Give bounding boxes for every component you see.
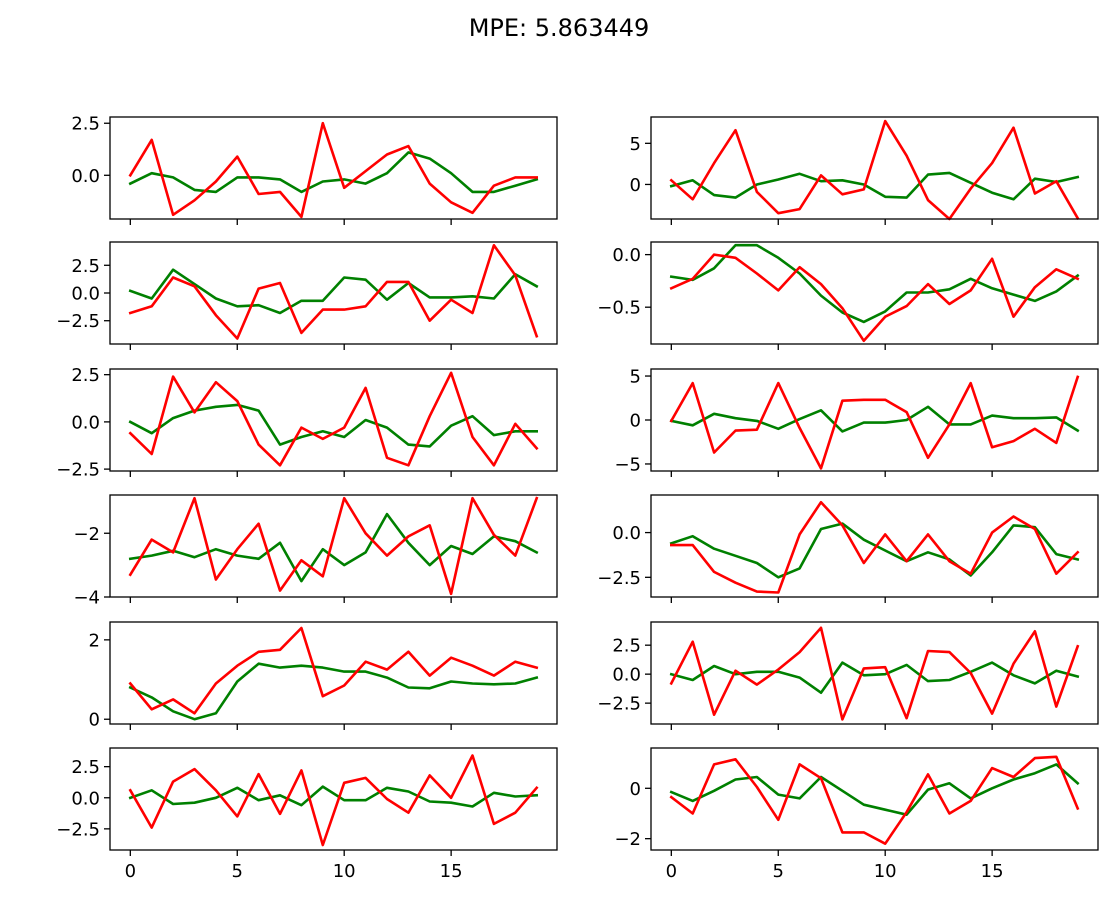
subplot-5-1: 02: [89, 621, 558, 731]
y-tick-label: 0.0: [71, 284, 100, 305]
axes-frame: [650, 747, 1099, 851]
y-tick-label: 0.0: [71, 166, 100, 187]
y-tick-label: −2.5: [597, 694, 641, 715]
series-line-2: [669, 500, 1080, 594]
y-tick-label: −2: [614, 829, 641, 850]
y-tick-label: −2.5: [56, 819, 100, 840]
axes-frame: [650, 241, 1099, 345]
axes-frame: [650, 621, 1099, 725]
series-line-2: [128, 244, 539, 340]
series-line-1: [128, 512, 539, 583]
y-tick-label: 0.0: [612, 523, 641, 544]
x-tick-label: 5: [232, 861, 243, 882]
series-line-1: [128, 785, 539, 808]
subplot-1-1: 0.0 2.5: [71, 114, 558, 225]
axes-frame: [109, 368, 558, 472]
axes-frame: [650, 368, 1099, 472]
subplot-2-1: −2.5 0.0 2.5: [56, 241, 558, 350]
y-tick-label: −2.5: [597, 568, 641, 589]
y-tick-label: −4: [73, 588, 100, 609]
series-line-2: [128, 754, 539, 847]
y-tick-label: 0.0: [612, 665, 641, 686]
x-tick-label: 15: [981, 861, 1004, 882]
y-tick-label: 2.5: [71, 757, 100, 778]
figure-title: MPE: 5.863449: [468, 14, 650, 42]
axes-frame: [109, 116, 558, 220]
series-line-2: [128, 626, 539, 715]
y-tick-label: 2.5: [71, 114, 100, 135]
subplot-6-1: 0 5 10 15 −2.5 0.0 2.5: [56, 747, 558, 882]
series-line-2: [669, 626, 1080, 721]
y-tick-label: 2.5: [71, 256, 100, 277]
x-tick-label: 5: [773, 861, 784, 882]
series-line-1: [128, 268, 539, 315]
axes-frame: [109, 747, 558, 851]
series-line-1: [128, 662, 539, 721]
y-tick-label: 0: [630, 411, 641, 432]
subplot-3-2: −5 0 5: [614, 367, 1099, 477]
series-line-1: [669, 522, 1080, 579]
y-tick-label: −2.5: [56, 460, 100, 481]
series-line-2: [128, 496, 539, 596]
series-line-2: [128, 121, 539, 219]
series-line-1: [669, 171, 1080, 201]
y-tick-label: 2.5: [612, 636, 641, 657]
x-tick-label: 15: [440, 861, 463, 882]
y-tick-label: 0: [89, 710, 100, 731]
y-tick-label: −0.5: [597, 298, 641, 319]
y-tick-label: −2: [73, 524, 100, 545]
y-tick-label: 2: [89, 630, 100, 651]
y-tick-label: 0: [630, 175, 641, 196]
series-line-1: [128, 151, 539, 194]
axes-frame: [109, 621, 558, 725]
x-tick-label: 0: [666, 861, 677, 882]
subplot-6-2: 0 5 10 15 −2 0: [614, 747, 1099, 882]
series-line-1: [669, 243, 1080, 324]
x-tick-label: 0: [125, 861, 136, 882]
y-tick-label: −2.5: [56, 311, 100, 332]
y-tick-label: 0.0: [71, 412, 100, 433]
y-tick-label: −5: [614, 454, 641, 475]
subplot-3-1: −2.5 0.0 2.5: [56, 365, 558, 481]
y-tick-label: 5: [630, 134, 641, 155]
axes-frame: [650, 494, 1099, 598]
x-tick-label: 10: [874, 861, 897, 882]
subplot-1-2: 05: [630, 116, 1099, 225]
x-tick-label: 10: [333, 861, 356, 882]
y-tick-label: 5: [630, 367, 641, 388]
subplot-5-2: −2.5 0.0 2.5: [597, 621, 1099, 730]
series-line-1: [669, 763, 1080, 817]
y-tick-label: 0: [630, 779, 641, 800]
y-tick-label: 0.0: [612, 245, 641, 266]
axes-frame: [109, 494, 558, 598]
y-tick-label: 2.5: [71, 365, 100, 386]
series-line-2: [128, 371, 539, 467]
subplot-4-2: −2.5 0.0: [597, 494, 1099, 603]
series-line-1: [669, 405, 1080, 433]
subplot-2-2: −0.5 0.0: [597, 241, 1099, 350]
series-line-2: [669, 253, 1080, 343]
series-line-2: [669, 755, 1080, 846]
axes-frame: [650, 116, 1099, 220]
series-line-2: [669, 375, 1080, 470]
series-line-2: [669, 119, 1080, 221]
subplot-4-1: −4 −2: [73, 494, 558, 609]
y-tick-label: 0.0: [71, 788, 100, 809]
